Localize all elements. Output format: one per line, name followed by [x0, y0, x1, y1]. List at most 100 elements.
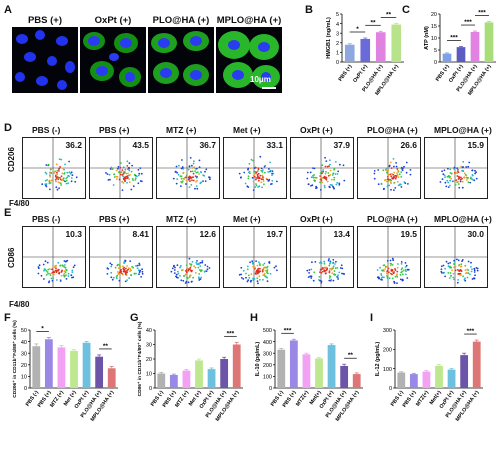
flow_D-event-0-82: [71, 174, 74, 177]
flow_E-event-1-59: [111, 278, 114, 281]
G-ytick-label-0: 0: [149, 386, 152, 392]
flow_E-scatter-1: [90, 227, 152, 287]
flow_E-event-0-85: [51, 271, 54, 274]
flow_D-event-2-50: [188, 175, 191, 178]
flow_E-event-2-69: [191, 260, 194, 263]
flow_E-event-5-68: [401, 267, 404, 269]
flow_E-event-1-35: [141, 272, 144, 275]
I-bar-0: [397, 372, 406, 388]
flow_D-event-5-29: [400, 176, 403, 178]
flow_D-event-5-47: [382, 188, 385, 191]
flow_D-event-0-12: [58, 158, 61, 160]
flow_D-event-6-53: [445, 185, 448, 188]
flow_D-event-6-70: [457, 181, 460, 183]
flow_D-event-4-52: [336, 181, 339, 184]
flow_E-event-4-43: [338, 271, 341, 274]
flow_E-event-2-49: [175, 273, 178, 276]
flow_E-event-4-52: [333, 270, 336, 272]
flow_E-event-0-35: [71, 269, 74, 272]
flow_D-event-2-80: [191, 176, 193, 179]
flow_D-event-2-87: [182, 171, 185, 174]
flow_D-event-0-34: [49, 175, 51, 178]
flow_E-event-2-50: [208, 267, 211, 269]
flow_D-title-0: PBS (-): [32, 125, 61, 135]
flow_D-event-6-58: [453, 168, 455, 170]
flow_D-event-1-14: [127, 172, 129, 175]
flow_D-scatter-2: [157, 138, 219, 198]
flow_E-event-5-85: [376, 276, 379, 279]
flow_D-event-2-69: [198, 159, 201, 162]
flow_D-scatter-0: [23, 138, 85, 198]
flow_E-event-0-88: [50, 277, 53, 280]
flow_D-event-5-28: [391, 172, 393, 175]
flow_D-event-4-49: [329, 184, 332, 186]
flow_E-event-2-19: [198, 279, 201, 281]
flow_D-event-2-59: [180, 177, 183, 180]
flow_E-event-0-31: [51, 268, 54, 271]
flow_D-event-3-63: [251, 176, 254, 179]
flow_D-event-1-26: [128, 181, 131, 184]
flow_D-event-3-80: [269, 170, 271, 173]
flow_E-event-5-52: [394, 268, 396, 270]
flow_E-event-0-73: [54, 265, 57, 267]
flow_D-event-0-33: [63, 172, 66, 174]
flow_D-event-2-64: [179, 175, 182, 178]
flow_E-event-2-79: [180, 279, 183, 282]
B-ytick-label-2: 2: [336, 41, 339, 47]
flow_D-event-2-70: [172, 177, 175, 180]
flow_D-plot-6: 15.9: [424, 137, 488, 199]
flow_D-event-3-70: [253, 171, 255, 173]
flow_D-event-0-61: [65, 182, 68, 185]
flow_D-event-0-24: [54, 175, 57, 178]
flow_D-event-6-49: [456, 175, 459, 177]
flow_E-event-1-77: [117, 271, 119, 273]
flow_D-event-3-74: [260, 169, 263, 172]
flow_E-event-4-15: [310, 277, 313, 279]
flow_E-event-0-77: [58, 272, 61, 275]
flow_D-event-5-42: [389, 173, 392, 176]
flow_E-event-1-65: [137, 269, 140, 272]
flow_D-event-0-51: [50, 167, 53, 170]
I-ytick-label-2: 200: [383, 348, 392, 354]
flow_E-event-5-41: [381, 279, 383, 281]
flow_D-event-2-81: [181, 159, 183, 161]
flow_E-event-2-74: [199, 278, 202, 280]
H-ytick-label-4: 400: [263, 340, 272, 346]
flow_E-event-1-43: [110, 263, 113, 266]
flow_E-event-1-48: [140, 276, 142, 278]
flow_D-event-6-84: [449, 179, 451, 182]
flow_E-title-2: MTZ (+): [166, 214, 197, 224]
flow_D-event-6-80: [471, 169, 474, 172]
flow_D-event-6-45: [462, 160, 465, 163]
flow-d-xlabel: F4/80: [9, 199, 30, 208]
flow_E-event-4-11: [327, 259, 330, 262]
G-ytick-label-4: 40: [146, 328, 152, 334]
flow_E-event-3-87: [252, 265, 255, 268]
flow_D-event-2-63: [191, 167, 194, 169]
H-sig-label-0: ***: [284, 327, 292, 334]
flow_D-event-5-84: [390, 167, 393, 169]
flow_E-event-0-3: [45, 274, 48, 276]
flow_E-event-0-49: [44, 268, 47, 271]
flow_E-event-5-24: [388, 277, 391, 280]
C-ytick-label-1: 5: [434, 48, 437, 54]
flow_E-event-6-84: [450, 266, 452, 269]
flow_E-event-3-73: [256, 268, 259, 271]
flow_E-event-3-2: [258, 278, 261, 281]
H-bar-2: [302, 354, 311, 388]
flow_E-event-3-10: [256, 280, 259, 283]
flow_D-event-1-20: [113, 176, 116, 178]
flow_E-event-5-45: [392, 271, 395, 274]
flow_D-event-1-40: [115, 178, 118, 180]
flow_D-event-5-51: [387, 184, 389, 187]
flow_D-event-1-35: [132, 185, 135, 188]
flow_D-event-2-25: [194, 187, 196, 190]
flow_D-event-5-54: [393, 182, 395, 184]
flow_E-event-3-69: [266, 280, 269, 283]
flow_D-event-4-72: [321, 164, 324, 167]
flow_D-event-2-17: [196, 179, 198, 182]
flow_D-event-0-3: [49, 174, 51, 177]
flow_E-event-6-8: [456, 281, 459, 284]
flow_D-event-6-66: [441, 170, 443, 173]
H-bar-5: [340, 365, 349, 388]
